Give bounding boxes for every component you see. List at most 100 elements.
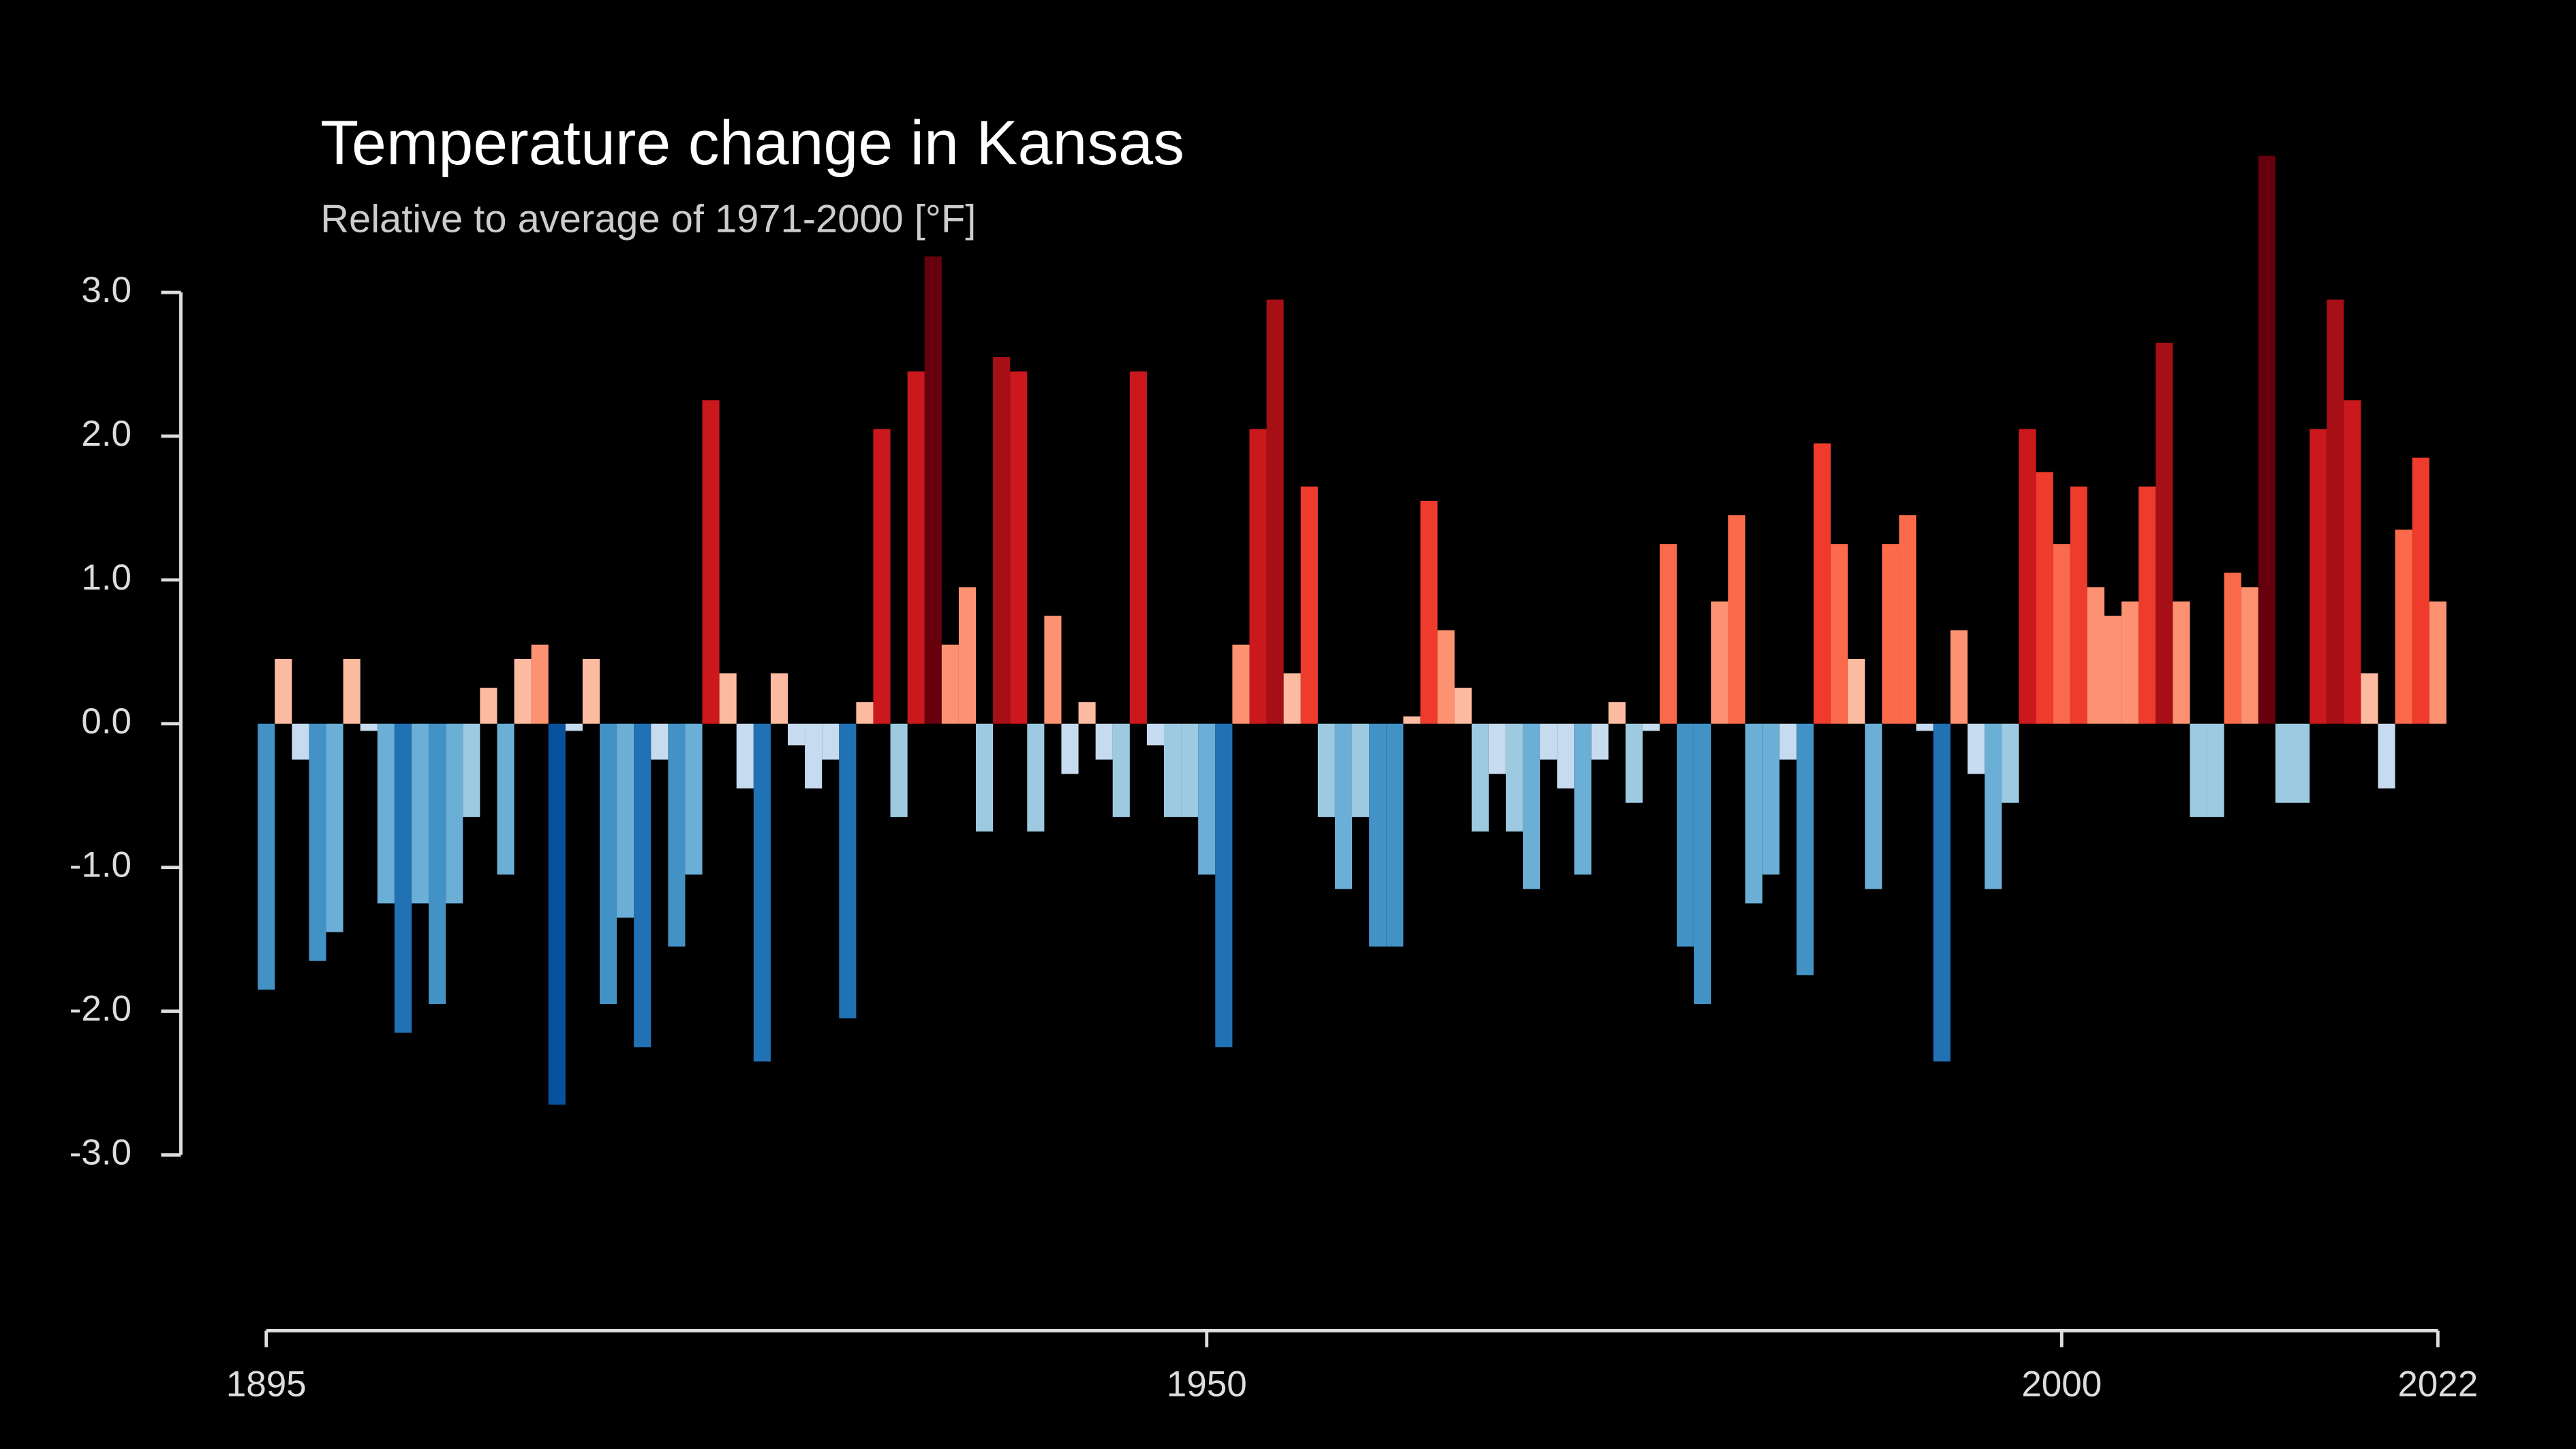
bar (2275, 723, 2293, 803)
bar (753, 723, 771, 1062)
bar (770, 673, 788, 724)
bar (1984, 723, 2002, 889)
bar (2207, 723, 2224, 817)
bar (1642, 723, 1660, 731)
bar (719, 673, 737, 724)
bar (2429, 601, 2447, 724)
bar (787, 723, 806, 746)
bar (497, 723, 515, 875)
x-tick-label: 1895 (226, 1364, 307, 1404)
bar (1540, 723, 1558, 760)
bar (343, 658, 361, 724)
bar (1813, 443, 1831, 724)
bar (1300, 486, 1318, 724)
bar (2087, 587, 2105, 724)
bar (1317, 723, 1335, 817)
bar (1010, 371, 1028, 724)
y-tick-label: -1.0 (70, 845, 132, 885)
bar (1693, 723, 1711, 1005)
bar (2224, 573, 2241, 724)
bar (1352, 723, 1370, 817)
bar (2173, 601, 2190, 724)
bar (548, 723, 566, 1105)
bar (2327, 299, 2344, 724)
bar (1967, 723, 1985, 774)
bar (617, 723, 634, 918)
bar (975, 723, 994, 832)
bar (1198, 723, 1216, 875)
bar (941, 644, 959, 724)
bar (1112, 723, 1130, 817)
bar (1403, 716, 1421, 724)
bar (2361, 673, 2378, 724)
bar (309, 723, 326, 961)
bar (907, 371, 925, 724)
bar (1745, 723, 1763, 904)
y-tick-label: 0.0 (81, 701, 132, 742)
bar (651, 723, 669, 760)
chart-subtitle: Relative to average of 1971-2000 [°F] (320, 198, 976, 241)
bar (1916, 723, 1934, 731)
bar (1830, 544, 1848, 724)
bar (958, 587, 976, 724)
bar (1557, 723, 1575, 789)
y-tick-label: 3.0 (81, 270, 132, 310)
bar (1027, 723, 1045, 832)
bar (2412, 457, 2429, 724)
bar (1625, 723, 1643, 803)
bar (822, 723, 840, 760)
x-tick-label: 2000 (2021, 1364, 2102, 1404)
bar (1044, 615, 1062, 724)
bar (702, 400, 720, 724)
bar (1164, 723, 1182, 817)
bar (2002, 723, 2019, 803)
bar (1847, 658, 1865, 724)
bar (292, 723, 309, 760)
bar (463, 723, 480, 817)
bar (531, 644, 549, 724)
bar (2241, 587, 2258, 724)
bar (1659, 544, 1677, 724)
bar (599, 723, 617, 1005)
bar (1882, 544, 1899, 724)
y-tick-label: -3.0 (70, 1133, 132, 1173)
bar (1266, 299, 1284, 724)
bar (634, 723, 651, 1048)
bar (993, 356, 1011, 724)
bar (1386, 723, 1404, 947)
bar (1779, 723, 1797, 760)
bar (1061, 723, 1079, 774)
bar (1471, 723, 1489, 832)
bar (1078, 702, 1096, 724)
bar (275, 658, 292, 724)
bar (429, 723, 446, 1005)
bar (1933, 723, 1951, 1062)
bar (1950, 630, 1968, 724)
y-tick-label: 2.0 (81, 414, 132, 454)
bar (1676, 723, 1694, 947)
bar (258, 723, 275, 990)
bar (1865, 723, 1882, 889)
bar (326, 723, 343, 932)
bar (2104, 615, 2122, 724)
bar (1711, 601, 1729, 724)
bar (736, 723, 754, 789)
bar (1899, 515, 1917, 724)
bar (1522, 723, 1541, 889)
bar (1146, 723, 1165, 746)
bar (1334, 723, 1353, 889)
bar (1437, 630, 1455, 724)
x-tick-label: 2022 (2397, 1364, 2478, 1404)
bar (1728, 515, 1746, 724)
bar (685, 723, 703, 875)
x-tick-label: 1950 (1167, 1364, 1247, 1404)
bar (2344, 400, 2361, 724)
bar (1762, 723, 1780, 875)
bar (2395, 530, 2412, 724)
bar (1796, 723, 1814, 975)
bar (1574, 723, 1592, 875)
bar (890, 723, 908, 817)
bar (565, 723, 583, 731)
